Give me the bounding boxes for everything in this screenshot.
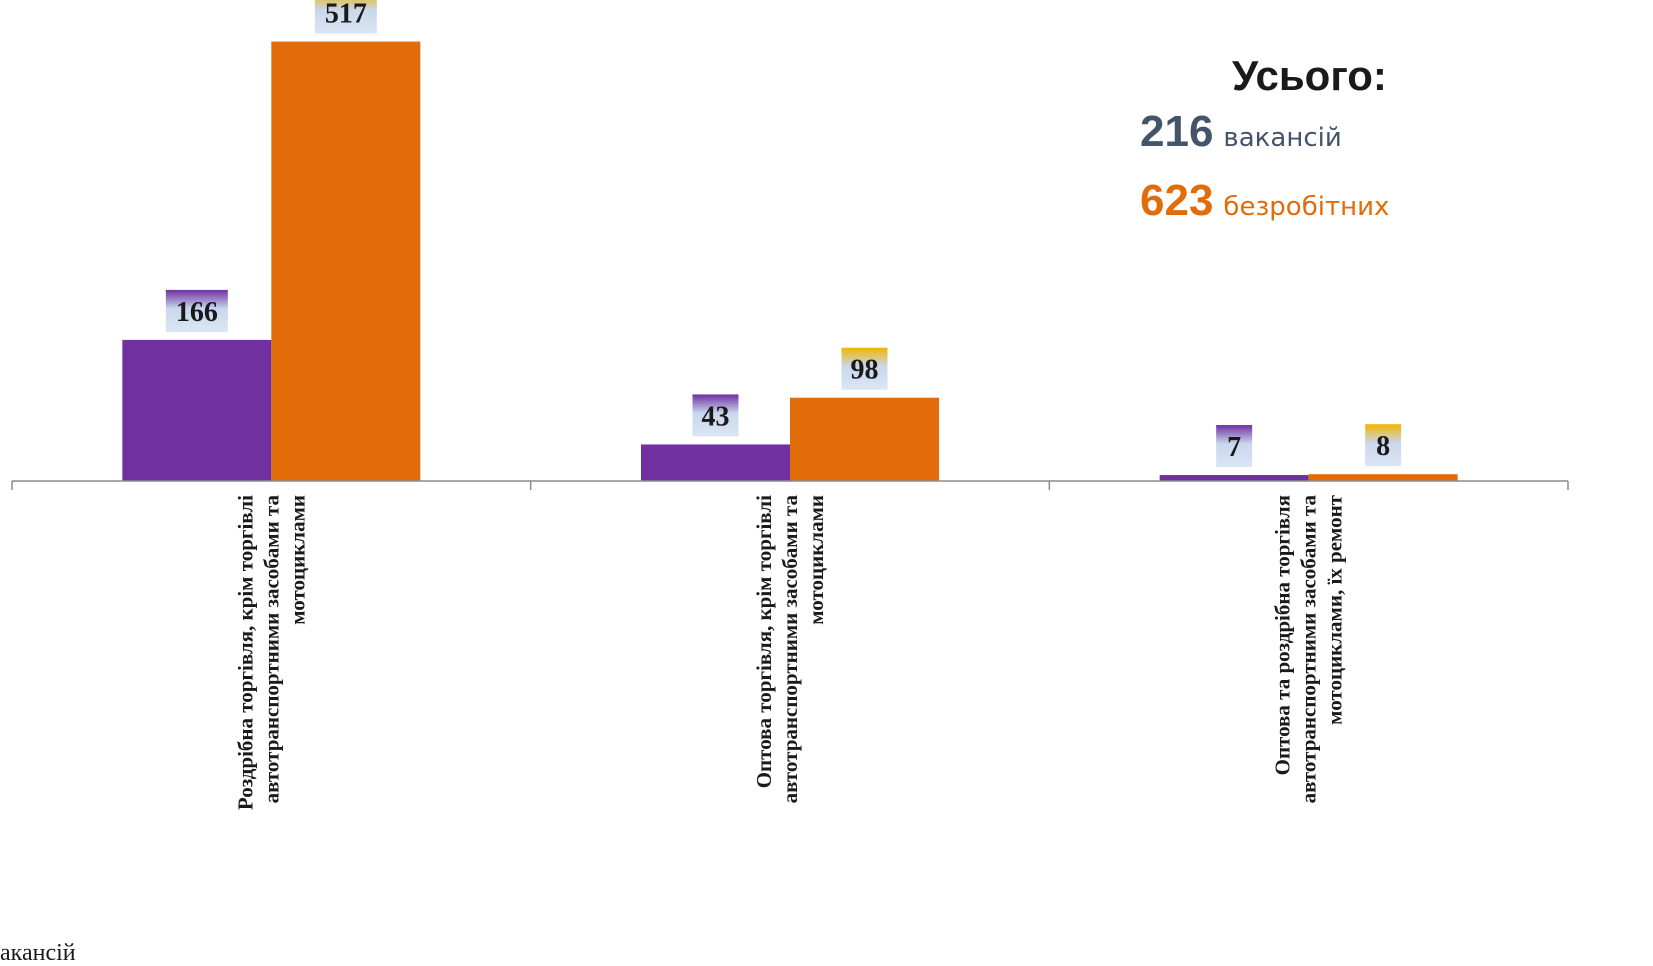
bar-unemployed-2 bbox=[790, 397, 939, 481]
data-label-box-vacancies-3 bbox=[1216, 425, 1253, 468]
category-label-line: мотоциклами bbox=[804, 495, 828, 625]
category-label-line: Роздрібна торгівля, крім торгівлі bbox=[233, 495, 257, 810]
bars-layer bbox=[122, 41, 1458, 482]
data-label-vacancies-1: 166 bbox=[176, 297, 218, 328]
data-label-box-unemployed-3 bbox=[1365, 424, 1402, 467]
data-label-unemployed-3: 8 bbox=[1376, 431, 1390, 462]
data-label-vacancies-2: 43 bbox=[702, 401, 730, 432]
legend-fragment: акансій bbox=[0, 940, 76, 966]
category-label-line: автотранспортними засобами та bbox=[778, 495, 802, 804]
x-axis bbox=[11, 480, 1569, 490]
bar-vacancies-2 bbox=[641, 444, 790, 481]
totals-title: Усього: bbox=[1232, 52, 1387, 99]
category-label-line: мотоциклами, їх ремонт bbox=[1323, 494, 1347, 724]
total-unemployed-number: 623 bbox=[1140, 176, 1214, 225]
category-label-1: Роздрібна торгівля, крім торгівлі автотра… bbox=[233, 495, 309, 811]
totals-box: Усього: 216 вакансій 623 безробітних bbox=[1140, 50, 1540, 240]
category-label-line: мотоциклами bbox=[285, 495, 309, 625]
total-vacancies-row: 216 вакансій bbox=[1140, 102, 1540, 171]
bar-unemployed-1 bbox=[271, 41, 421, 482]
data-label-box-unemployed-1 bbox=[314, 0, 377, 34]
category-label-line: автотранспортними засобами та bbox=[1297, 495, 1321, 804]
total-vacancies-label: вакансій bbox=[1223, 123, 1342, 153]
data-label-box-vacancies-2 bbox=[692, 394, 739, 437]
bar-unemployed-3 bbox=[1308, 474, 1458, 481]
category-label-line: Оптова та роздрібна торгівля bbox=[1271, 495, 1295, 775]
bar-vacancies-3 bbox=[1159, 475, 1309, 481]
data-label-unemployed-2: 98 bbox=[851, 355, 879, 386]
data-label-box-unemployed-2 bbox=[841, 347, 888, 390]
data-label-box-vacancies-1 bbox=[165, 289, 228, 332]
bar-vacancies-1 bbox=[122, 339, 272, 481]
category-label-3: Оптова та роздрібна торгівля автотранспор… bbox=[1271, 494, 1347, 803]
data-labels-layer: 166 517 43 98 7 8 bbox=[165, 0, 1402, 468]
category-labels-layer: Роздрібна торгівля, крім торгівлі автотра… bbox=[233, 494, 1346, 810]
category-label-line: автотранспортними засобами та bbox=[259, 495, 283, 804]
total-vacancies-number: 216 bbox=[1140, 107, 1214, 156]
data-label-vacancies-3: 7 bbox=[1227, 432, 1241, 463]
data-label-unemployed-1: 517 bbox=[325, 0, 367, 30]
category-label-2: Оптова торгівля, крім торгівлі автотрансп… bbox=[752, 495, 828, 804]
category-label-line: Оптова торгівля, крім торгівлі bbox=[752, 495, 776, 788]
total-unemployed-label: безробітних bbox=[1223, 192, 1390, 222]
total-unemployed-row: 623 безробітних bbox=[1140, 171, 1540, 240]
